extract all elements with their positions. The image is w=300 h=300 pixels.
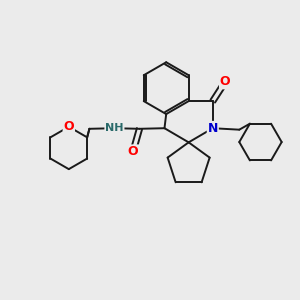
Text: O: O <box>128 145 138 158</box>
Text: O: O <box>220 76 230 88</box>
Text: N: N <box>208 122 218 135</box>
Text: O: O <box>64 120 74 133</box>
Text: NH: NH <box>105 123 124 133</box>
